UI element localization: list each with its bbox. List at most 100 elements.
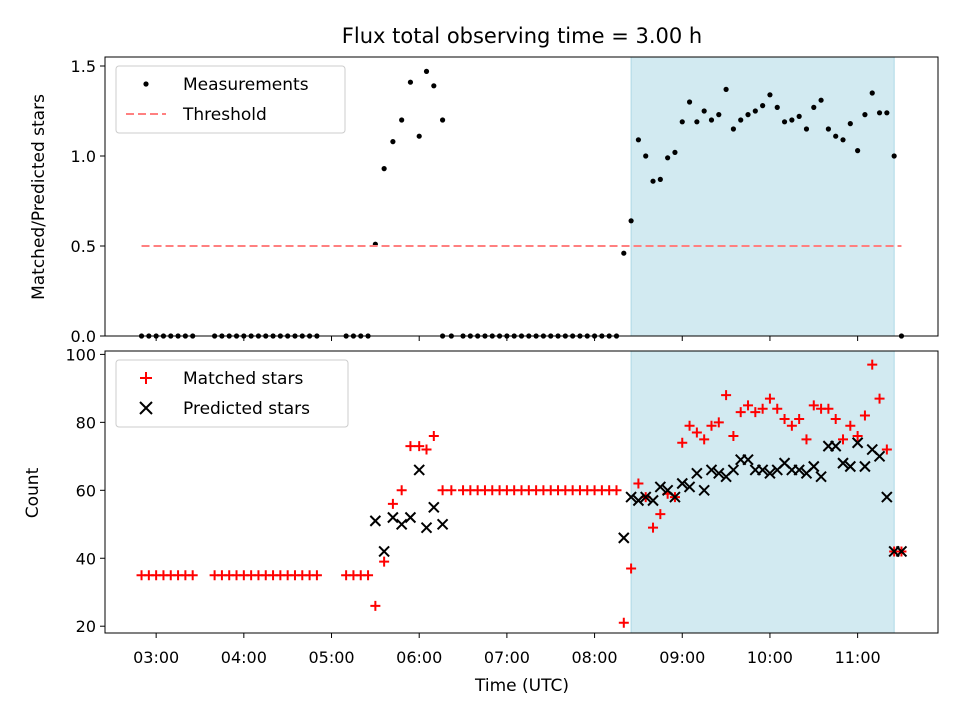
top-panel: 0.0 0.5 1.0 1.5 Measurements Threshold <box>71 56 939 346</box>
measurements-point <box>855 148 861 154</box>
measurements-point <box>694 119 700 125</box>
measurements-point <box>833 133 839 139</box>
predicted-stars-point <box>654 481 667 493</box>
measurements-point <box>431 83 437 89</box>
x-tick-label: 08:00 <box>572 648 618 667</box>
measurements-point <box>423 68 430 74</box>
x-tick-label: 09:00 <box>659 648 705 667</box>
matched-stars-point <box>691 427 702 438</box>
top-observing-window <box>630 56 895 337</box>
measurements-point <box>811 104 817 110</box>
bottom-y-axis-label: Count <box>23 467 43 518</box>
predicted-stars-legend-label: Predicted stars <box>183 399 310 419</box>
matched-stars-point <box>838 434 849 445</box>
x-tick-label: 06:00 <box>396 648 442 667</box>
measurements-point <box>862 112 868 118</box>
predicted-stars-point <box>683 481 696 493</box>
measurements-point <box>781 119 788 125</box>
matched-stars-legend-label: Matched stars <box>183 369 303 389</box>
measurements-point <box>738 117 744 123</box>
matched-stars-point <box>808 400 819 411</box>
bottom-y-tick-label: 100 <box>65 345 96 364</box>
matched-stars-point <box>611 485 622 496</box>
matched-stars-point <box>405 441 416 452</box>
matched-stars-point <box>750 407 761 418</box>
measurements-point <box>635 137 642 143</box>
measurements-point <box>825 126 831 132</box>
measurements-legend-label: Measurements <box>183 75 309 95</box>
matched-stars-point <box>311 570 322 581</box>
measurements-point <box>818 97 824 103</box>
measurements-point <box>381 166 387 172</box>
matched-stars-point <box>655 509 666 520</box>
matched-stars-point <box>721 390 732 401</box>
predicted-stars-point <box>420 521 433 534</box>
bottom-y-tick-label: 60 <box>76 481 96 500</box>
matched-stars-point <box>421 444 432 455</box>
matched-stars-point <box>794 413 805 424</box>
matched-stars-point <box>881 444 892 455</box>
measurements-point <box>847 121 853 127</box>
top-axes-frame <box>104 56 939 337</box>
top-y-tick-label: 1.0 <box>71 147 96 166</box>
predicted-stars-point <box>793 464 805 476</box>
matched-stars-point <box>713 417 724 428</box>
measurements-point <box>716 112 722 118</box>
top-y-tick-label: 0.5 <box>71 237 96 256</box>
top-y-tick-label: 0.0 <box>71 327 96 346</box>
predicted-stars-point <box>815 471 827 483</box>
matched-stars-point <box>187 570 198 581</box>
measurements-point <box>665 155 671 161</box>
bottom-observing-window <box>630 350 895 634</box>
matched-stars-point <box>801 434 812 445</box>
matched-stars-point <box>735 407 746 418</box>
measurements-point <box>399 117 405 123</box>
predicted-stars-point <box>618 532 630 544</box>
measurements-point <box>723 86 729 92</box>
predicted-stars-point <box>428 501 440 513</box>
measurements-point <box>803 126 810 132</box>
measurements-point <box>407 79 414 85</box>
predicted-stars-point <box>713 467 725 480</box>
predicted-stars-point <box>851 437 864 449</box>
predicted-stars-point <box>837 457 849 469</box>
matched-stars-point <box>699 434 710 445</box>
x-tick-label: 05:00 <box>308 648 354 667</box>
matched-stars-point <box>830 413 841 424</box>
matched-stars-point <box>370 600 381 611</box>
matched-stars-point <box>648 522 659 533</box>
matched-stars-point <box>764 393 775 404</box>
measurements-point <box>745 112 751 118</box>
chart-title: Flux total observing time = 3.00 h <box>342 24 702 48</box>
predicted-stars-point <box>829 440 842 452</box>
predicted-stars-point <box>705 464 718 476</box>
predicted-stars-point <box>369 515 382 527</box>
top-y-axis-label: Matched/Predicted stars <box>29 94 49 300</box>
predicted-stars-point <box>404 511 417 524</box>
matched-stars-point <box>618 617 629 628</box>
predicted-stars-point <box>413 464 425 476</box>
measurements-point <box>679 119 685 125</box>
predicted-stars-point <box>691 467 703 480</box>
bottom-panel: 20 40 60 80 100 03:00 04:00 05:00 06:00 07:00 08:0… <box>65 345 939 667</box>
predicted-stars-point <box>395 518 408 530</box>
bottom-y-tick-label: 20 <box>76 617 96 636</box>
top-y-tick-label: 1.5 <box>71 57 96 76</box>
predicted-stars-point <box>881 491 893 503</box>
measurements-point <box>876 110 883 116</box>
matched-stars-point <box>874 393 885 404</box>
predicted-stars-point <box>625 491 637 503</box>
measurements-point <box>730 126 737 132</box>
measurements-point <box>643 153 649 159</box>
measurements-point <box>796 113 802 119</box>
predicted-stars-point <box>808 460 820 473</box>
matched-stars-point <box>437 485 448 496</box>
predicted-stars-legend-marker <box>139 401 153 415</box>
matched-stars-legend-marker <box>140 372 152 384</box>
matched-stars-point <box>446 485 457 496</box>
measurements-point <box>650 178 656 184</box>
matched-stars-point <box>867 359 878 370</box>
measurements-point <box>621 250 627 256</box>
x-tick-label: 11:00 <box>835 648 881 667</box>
x-tick-label: 10:00 <box>747 648 793 667</box>
